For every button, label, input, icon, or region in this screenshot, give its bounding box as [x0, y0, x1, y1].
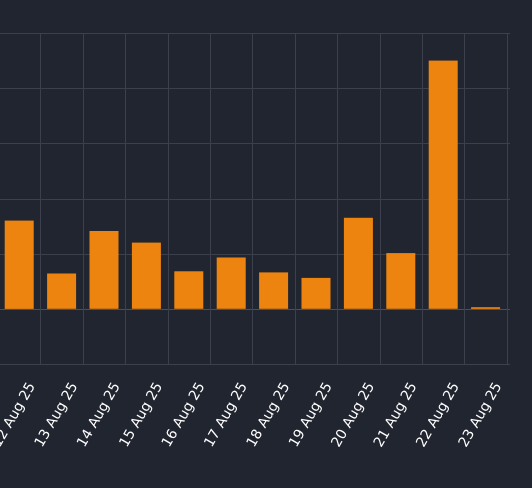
x-tick-label: 20 Aug 25 — [328, 380, 378, 450]
x-tick-label: 19 Aug 25 — [286, 380, 336, 450]
bar-16-aug-25[interactable] — [174, 271, 204, 309]
x-tick-label: 15 Aug 25 — [116, 380, 166, 450]
bar-13-aug-25[interactable] — [47, 273, 77, 309]
bar-layer — [4, 60, 501, 309]
bar-15-aug-25[interactable] — [131, 242, 161, 309]
x-tick-label: 18 Aug 25 — [244, 380, 294, 450]
x-tick-label: 23 Aug 25 — [456, 380, 506, 450]
x-tick-label: 21 Aug 25 — [371, 380, 421, 450]
grid-layer — [0, 33, 510, 365]
bar-14-aug-25[interactable] — [89, 231, 119, 309]
x-tick-label: 16 Aug 25 — [159, 380, 209, 450]
bar-20-aug-25[interactable] — [343, 217, 373, 309]
bar-19-aug-25[interactable] — [301, 277, 331, 309]
x-tick-label: 13 Aug 25 — [32, 380, 82, 450]
x-tick-label: 14 Aug 25 — [74, 380, 124, 450]
bar-18-aug-25[interactable] — [259, 272, 289, 309]
bar-17-aug-25[interactable] — [216, 257, 246, 309]
bar-23-aug-25[interactable] — [471, 307, 501, 309]
x-tick-label: 17 Aug 25 — [201, 380, 251, 450]
bar-12-aug-25[interactable] — [4, 220, 34, 309]
bar-21-aug-25[interactable] — [386, 253, 416, 309]
x-tick-label: 22 Aug 25 — [413, 380, 463, 450]
bar-22-aug-25[interactable] — [428, 60, 458, 309]
